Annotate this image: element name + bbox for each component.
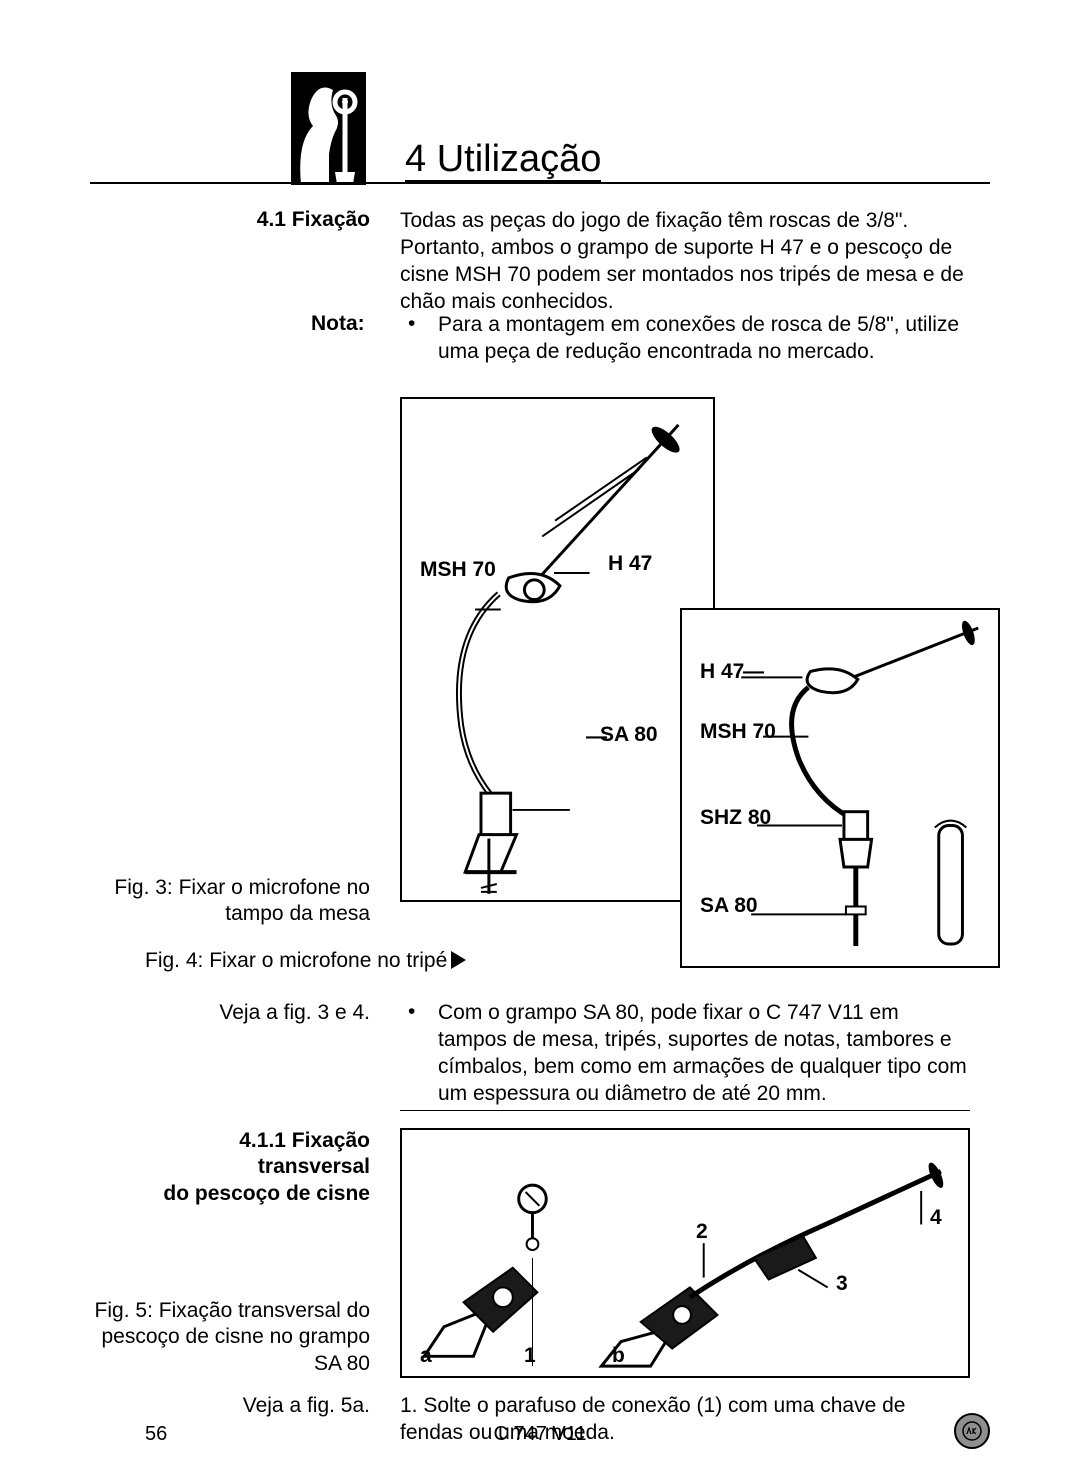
figure-5: [400, 1128, 970, 1378]
caption-fig3: Fig. 3: Fixar o microfone no tampo da me…: [90, 875, 370, 928]
fig4-sa80: SA 80: [700, 894, 758, 918]
caption-fig4-text: Fig. 4: Fixar o microfone no tripé: [145, 949, 447, 972]
footer-model: C 747 V11: [90, 1423, 990, 1446]
label-4-1-1-b: transversal: [258, 1155, 370, 1178]
footer-logo-icon: [954, 1413, 990, 1449]
fig4-h47-dash: —: [743, 660, 764, 684]
fig3-sa80: SA 80: [600, 723, 658, 747]
figure-3: [400, 397, 715, 902]
paragraph-2: Com o grampo SA 80, pode fixar o C 747 V…: [438, 1000, 970, 1108]
fig5-3: 3: [836, 1272, 848, 1296]
header-rule: [90, 182, 990, 184]
label-4-1-1: 4.1.1 Fixação transversal do pescoço de …: [120, 1128, 370, 1207]
label-4-1-1-a: 4.1.1 Fixação: [239, 1129, 370, 1152]
nota-text: Para a montagem em conexões de rosca de …: [438, 312, 970, 366]
label-veja5a: Veja a fig. 5a.: [170, 1393, 370, 1420]
bullet-1: •: [408, 312, 415, 336]
bullet-2: •: [408, 1000, 415, 1024]
fig4-h47: H 47: [700, 660, 744, 684]
fig5-a: a: [420, 1344, 432, 1368]
fig4-msh70: MSH 70: [700, 720, 776, 744]
divider: [400, 1110, 970, 1111]
caption-fig5: Fig. 5: Fixação transversal do pescoço d…: [90, 1298, 370, 1377]
fig3-h47: H 47: [608, 552, 652, 576]
section-title: 4 Utilização: [405, 140, 601, 182]
fig5-2: 2: [696, 1220, 708, 1244]
label-nota: Nota:: [311, 312, 365, 336]
fig5-1: 1: [524, 1344, 536, 1368]
label-4-1-1-c: do pescoço de cisne: [163, 1182, 370, 1205]
caption-fig4: Fig. 4: Fixar o microfone no tripé: [145, 948, 466, 975]
fig5-4: 4: [930, 1206, 942, 1230]
paragraph-1: Todas as peças do jogo de fixação têm ro…: [400, 208, 970, 316]
triangle-icon: [451, 951, 466, 969]
label-4-1: 4.1 Fixação: [257, 208, 370, 232]
fig5-b: b: [612, 1344, 625, 1368]
fig4-shz80: SHZ 80: [700, 806, 771, 830]
label-veja34: Veja a fig. 3 e 4.: [170, 1000, 370, 1027]
fig3-msh70: MSH 70: [420, 558, 496, 582]
brand-logo: [291, 72, 366, 185]
